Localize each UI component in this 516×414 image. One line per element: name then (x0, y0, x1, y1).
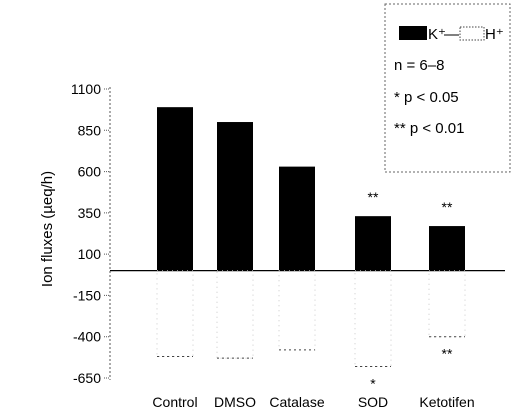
x-category-label: SOD (358, 394, 388, 410)
y-tick-label: 600 (78, 164, 102, 180)
legend-line-p001: ** p < 0.01 (394, 120, 464, 137)
bar-h-control (156, 270, 194, 357)
legend-line-p005: * p < 0.05 (394, 89, 459, 106)
significance-markers: ******* (368, 189, 453, 391)
sig-h-sod: * (370, 375, 376, 391)
legend-label-h: H⁺ (485, 26, 504, 43)
legend: K⁺ — H⁺ n = 6–8 * p < 0.05 ** p < 0.01 (384, 3, 511, 173)
x-category-label: Catalase (269, 394, 324, 410)
x-category-label: DMSO (214, 394, 256, 410)
y-tick-label: -400 (73, 329, 101, 345)
x-category-label: Ketotifen (419, 394, 474, 410)
legend-separator: — (444, 26, 459, 43)
bar-h-ketotifen (428, 270, 466, 338)
bar-k-catalase (279, 166, 315, 271)
bar-k-ketotifen (429, 226, 465, 271)
y-tick-label: 350 (78, 205, 102, 221)
sig-k-sod: ** (368, 189, 379, 205)
y-tick-label: -150 (73, 287, 101, 303)
y-tick-label: -650 (73, 370, 101, 386)
x-axis-labels: Control DMSO Catalase SOD Ketotifen (152, 394, 474, 410)
y-tick-label: 850 (78, 122, 102, 138)
legend-line-n: n = 6–8 (394, 57, 444, 74)
legend-swatch-k (399, 26, 427, 40)
y-tick-label: 100 (78, 246, 102, 262)
bar-k-dmso (217, 122, 253, 271)
bar-k-sod (355, 216, 391, 271)
sig-h-ketotifen: ** (442, 346, 453, 362)
sig-k-ketotifen: ** (442, 199, 453, 215)
legend-border (384, 3, 511, 173)
bar-h-catalase (278, 270, 316, 351)
y-axis-ticks: 1100 850 600 350 100 -150 -400 -650 (71, 81, 110, 386)
bar-h-sod (354, 270, 392, 367)
y-axis-title: Ion fluxes (µeq/h) (39, 171, 56, 287)
legend-swatch-h (459, 26, 485, 41)
bar-h-dmso (216, 270, 254, 359)
legend-label-k: K⁺ (428, 26, 446, 43)
y-tick-label: 1100 (71, 81, 101, 97)
bars (156, 107, 466, 367)
bar-k-control (157, 107, 193, 271)
x-category-label: Control (152, 394, 197, 410)
